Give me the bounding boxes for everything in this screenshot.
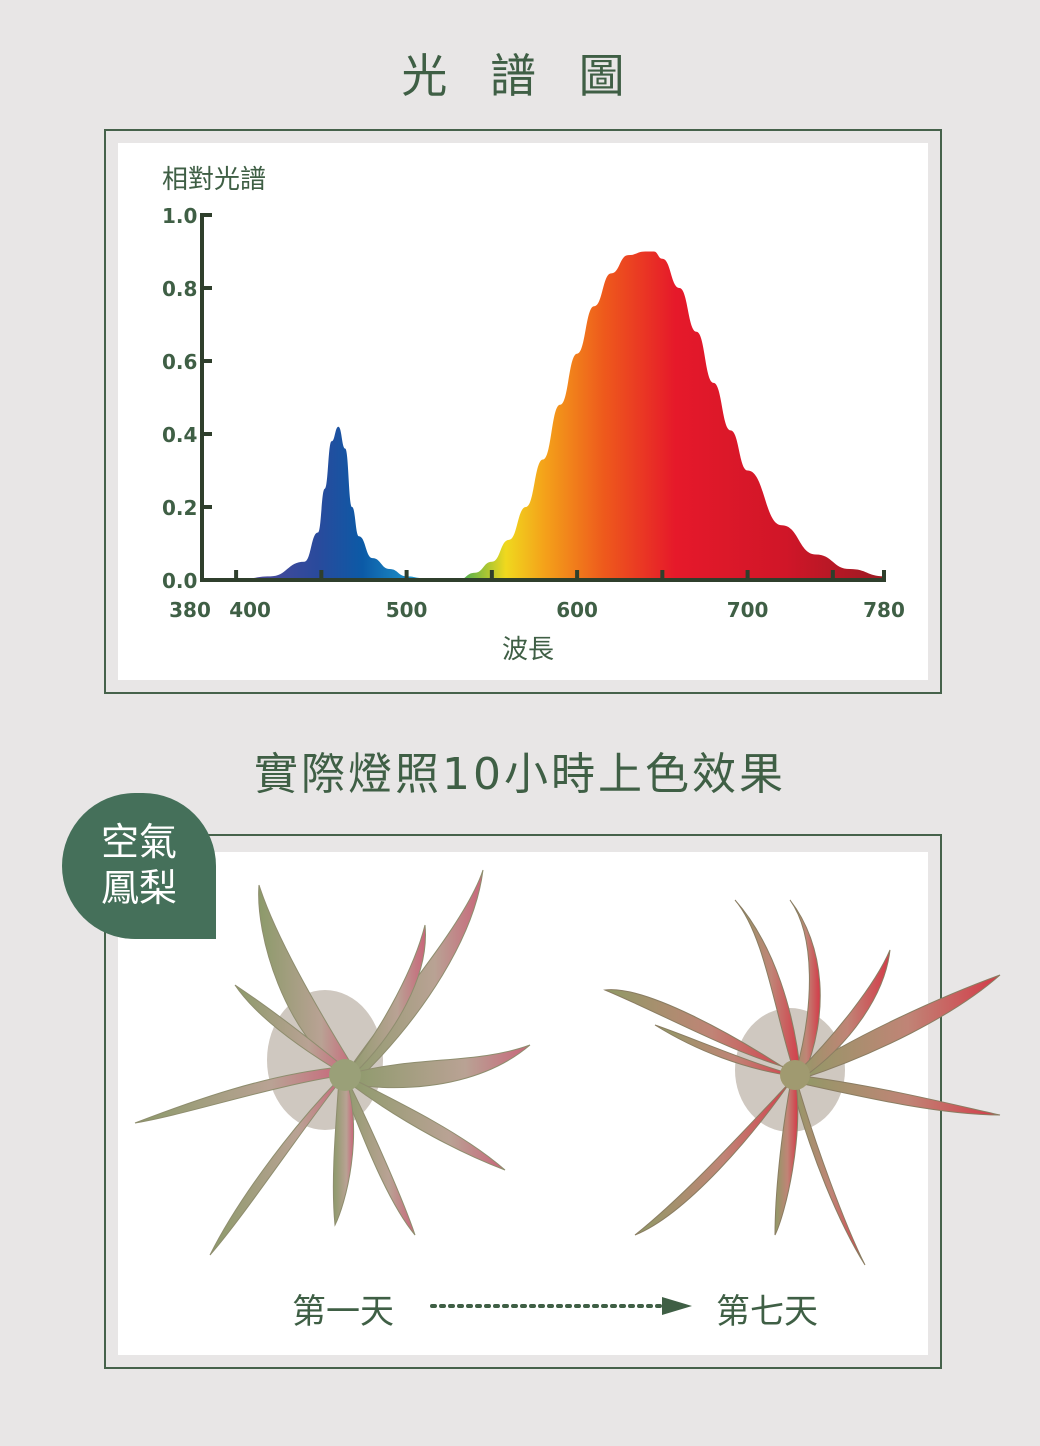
axis-ticks: 0.0 0.2 0.4 0.6 0.8 1.0 380 400 500 600 700 780 bbox=[162, 204, 905, 622]
plant-type-badge: 空氣 鳳梨 bbox=[62, 793, 216, 939]
y-tick-label: 1.0 bbox=[162, 204, 197, 228]
badge-line-2: 鳳梨 bbox=[100, 866, 177, 910]
y-tick-label: 0.4 bbox=[162, 423, 197, 447]
x-axis-label: 波長 bbox=[502, 635, 554, 665]
badge-line-1: 空氣 bbox=[100, 820, 177, 864]
spectrum-chart-frame bbox=[104, 129, 942, 694]
x-tick-label: 700 bbox=[727, 598, 769, 622]
effect-heading: 實際燈照10小時上色效果 bbox=[254, 749, 786, 800]
spectrum-heading: 光 譜 圖 bbox=[401, 49, 639, 103]
x-tick-label: 380 bbox=[169, 598, 211, 622]
plant-day-one-image bbox=[134, 869, 531, 1256]
spectrum-chart-panel bbox=[118, 143, 928, 680]
spectrum-chart: 0.0 0.2 0.4 0.6 0.8 1.0 380 400 500 600 700 780 相對光… bbox=[162, 165, 905, 665]
y-tick-label: 0.2 bbox=[162, 496, 197, 520]
progress-arrow-icon bbox=[430, 1297, 692, 1315]
day-seven-label: 第七天 bbox=[716, 1292, 818, 1332]
y-tick-label: 0.6 bbox=[162, 350, 197, 374]
day-one-label: 第一天 bbox=[292, 1292, 394, 1332]
y-tick-label: 0.0 bbox=[162, 569, 197, 593]
spectrum-area bbox=[236, 251, 885, 580]
x-tick-label: 500 bbox=[386, 598, 428, 622]
x-tick-label: 600 bbox=[556, 598, 598, 622]
plant-day-seven-image bbox=[603, 899, 1001, 1266]
y-axis-label: 相對光譜 bbox=[162, 165, 266, 195]
x-tick-label: 780 bbox=[863, 598, 905, 622]
y-tick-label: 0.8 bbox=[162, 277, 197, 301]
x-tick-label: 400 bbox=[229, 598, 271, 622]
